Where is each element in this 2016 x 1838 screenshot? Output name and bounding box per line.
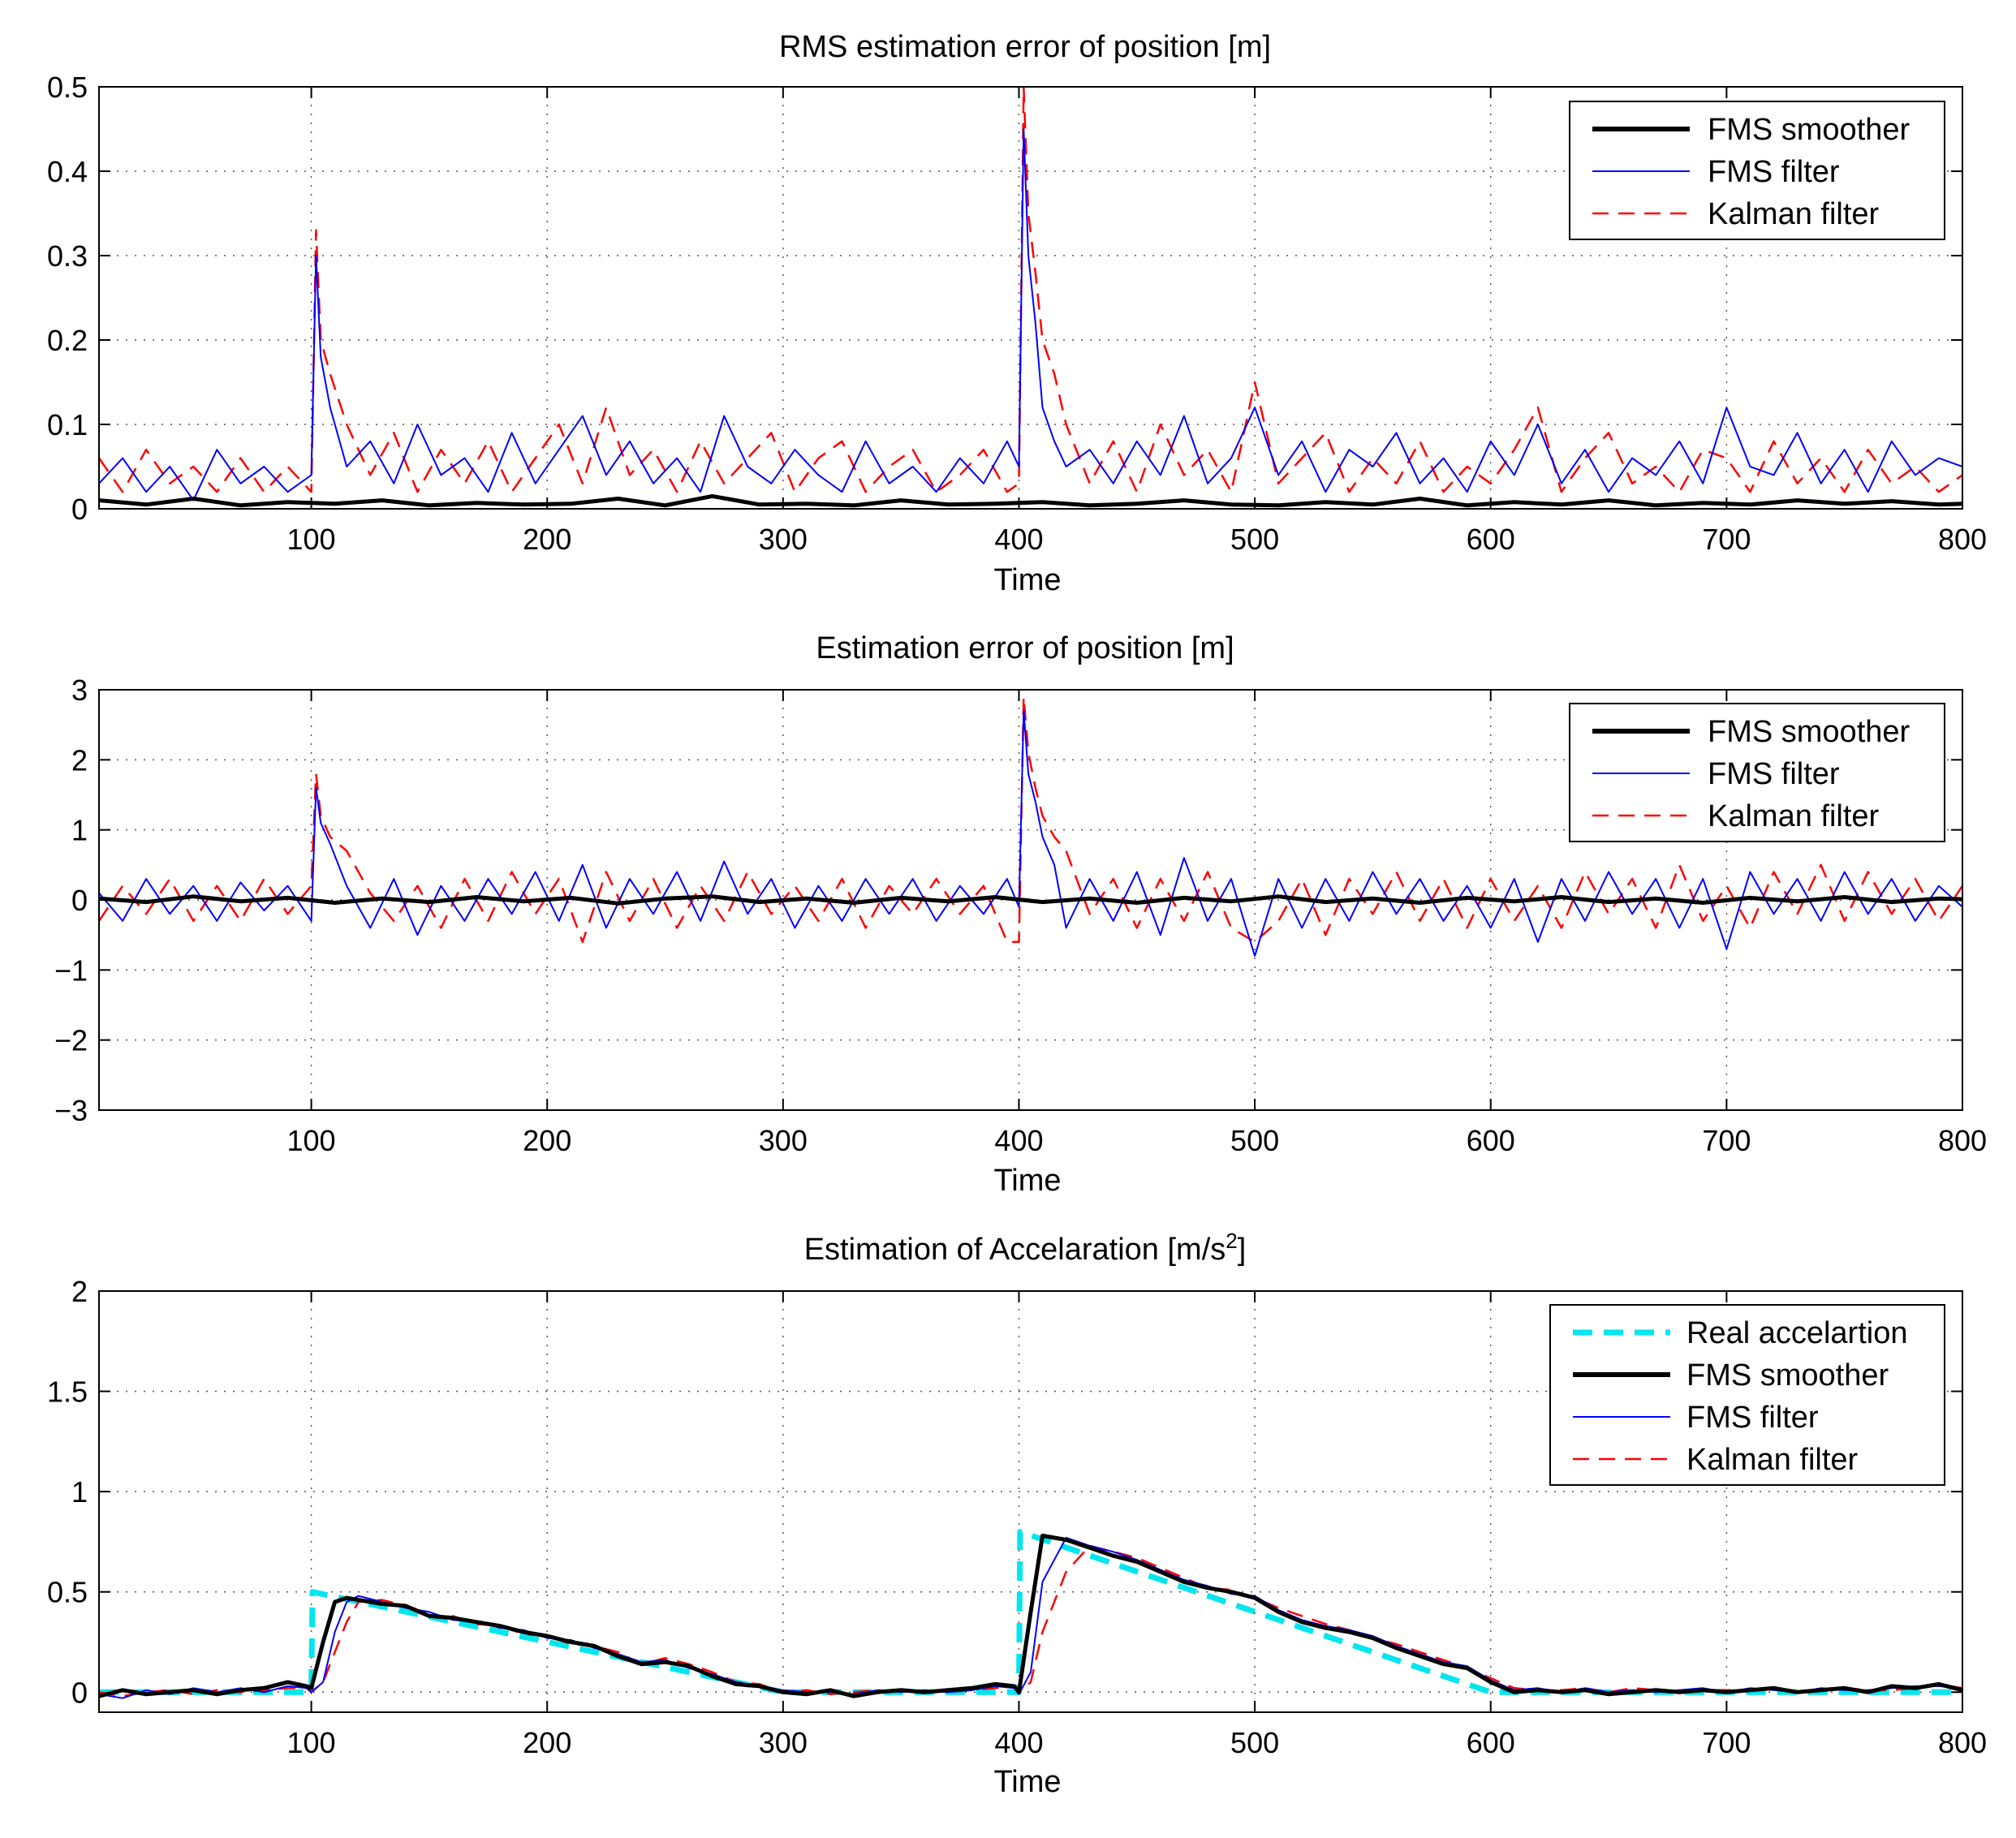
plot-lines (99, 695, 1962, 958)
y-tick-label: 0.4 (47, 155, 88, 188)
tick-labels: 100 200 300 400 500 600 700 800 −3 −2 −1 0 1 2 3 (54, 674, 1987, 1157)
plot-frame (98, 86, 1963, 510)
y-tick-label: 2 (71, 1275, 88, 1308)
x-tick-label: 100 (287, 1124, 336, 1157)
legend-label-kalman: Kalman filter (1708, 197, 1880, 231)
x-tick-label: 400 (994, 523, 1043, 556)
y-tick-label: 0 (71, 884, 88, 917)
x-tick-label: 600 (1467, 523, 1515, 556)
x-tick-label: 300 (759, 523, 808, 556)
y-tick-label: 0.5 (47, 1576, 88, 1609)
series-line-fms-smoother (99, 894, 1962, 906)
legend-label-fms-smoother: FMS smoother (1708, 715, 1910, 749)
legend-label-fms-filter: FMS filter (1708, 155, 1840, 189)
x-tick-label: 400 (994, 1124, 1043, 1157)
legend-label-fms-filter: FMS filter (1686, 1401, 1819, 1435)
x-tick-label: 800 (1938, 1124, 1987, 1157)
y-tick-label: 0 (71, 1676, 88, 1709)
legend: FMS smoother FMS filter Kalman filter (1569, 101, 1945, 240)
plot-lines (99, 1529, 1962, 1699)
panel-rms-error: RMS estimation error of position [m] 100… (47, 30, 1987, 597)
series-line-fms-filter (99, 128, 1962, 501)
y-tick-label: −2 (54, 1024, 88, 1057)
series-line-fms-smoother (99, 493, 1962, 508)
x-tick-label: 500 (1230, 523, 1279, 556)
x-tick-label: 700 (1702, 523, 1751, 556)
x-tick-label: 600 (1467, 1726, 1515, 1759)
x-tick-label: 500 (1230, 1726, 1279, 1759)
legend-label-kalman: Kalman filter (1686, 1443, 1859, 1477)
panel-title: Estimation error of position [m] (816, 631, 1234, 665)
legend-label-fms-smoother: FMS smoother (1686, 1358, 1889, 1392)
panel-position-error: Estimation error of position [m] 100 200 3… (54, 631, 1987, 1198)
plot-lines (99, 87, 1962, 508)
x-tick-label: 500 (1230, 1124, 1279, 1157)
x-tick-label: 800 (1938, 1726, 1987, 1759)
y-tick-label: −1 (54, 953, 88, 987)
x-tick-label: 200 (523, 1124, 571, 1157)
x-axis-label: Time (993, 1164, 1061, 1198)
panel-title: RMS estimation error of position [m] (779, 30, 1271, 64)
title-main: Estimation of Accelaration [m/s (804, 1233, 1226, 1267)
panel-acceleration: Estimation of Accelaration [m/s2] 100 200… (47, 1229, 1987, 1799)
series-group (99, 695, 1962, 958)
x-tick-label: 100 (287, 1726, 336, 1759)
legend-label-kalman: Kalman filter (1708, 799, 1880, 833)
legend-label-fms-smoother: FMS smoother (1708, 113, 1910, 147)
x-tick-label: 700 (1702, 1124, 1751, 1157)
plot-frame (98, 1290, 1963, 1713)
x-tick-label: 600 (1467, 1124, 1515, 1157)
x-axis-label: Time (993, 563, 1061, 597)
x-tick-label: 700 (1702, 1726, 1751, 1759)
x-axis-label: Time (993, 1765, 1061, 1799)
x-tick-label: 200 (523, 523, 571, 556)
x-tick-label: 300 (759, 1124, 808, 1157)
tick-labels: 100 200 300 400 500 600 700 800 0 0.1 0.2 0.3 0.4 0.5 (47, 71, 1987, 556)
legend: FMS smoother FMS filter Kalman filter (1569, 703, 1945, 842)
y-tick-label: 1 (71, 1475, 88, 1509)
legend-label-real-acceleration: Real accelartion (1686, 1316, 1907, 1350)
y-tick-label: 0.3 (47, 239, 88, 273)
y-tick-label: −3 (54, 1094, 88, 1127)
y-tick-label: 1 (71, 814, 88, 847)
y-tick-label: 2 (71, 743, 88, 777)
x-tick-label: 800 (1938, 523, 1987, 556)
tick-labels: 100 200 300 400 500 600 700 800 0 0.5 1 1.5 2 (47, 1275, 1987, 1759)
plot-frame (98, 689, 1963, 1111)
x-tick-label: 300 (759, 1726, 808, 1759)
y-tick-label: 3 (71, 674, 88, 707)
y-tick-label: 0.5 (47, 71, 88, 104)
series-group (99, 87, 1962, 508)
x-tick-label: 200 (523, 1726, 571, 1759)
series-group (99, 1529, 1962, 1699)
title-suffix: ] (1238, 1233, 1247, 1267)
x-tick-label: 100 (287, 523, 336, 556)
legend-label-fms-filter: FMS filter (1708, 757, 1840, 791)
y-tick-label: 0 (71, 493, 88, 526)
title-superscript: 2 (1226, 1229, 1237, 1253)
y-tick-label: 0.2 (47, 324, 88, 357)
y-tick-label: 1.5 (47, 1375, 88, 1409)
y-tick-label: 0.1 (47, 408, 88, 441)
panel-title: Estimation of Accelaration [m/s2] (804, 1229, 1247, 1267)
legend: Real accelartion FMS smoother FMS filter… (1549, 1304, 1945, 1486)
series-line-fms-smoother (99, 1534, 1962, 1698)
x-tick-label: 400 (994, 1726, 1043, 1759)
